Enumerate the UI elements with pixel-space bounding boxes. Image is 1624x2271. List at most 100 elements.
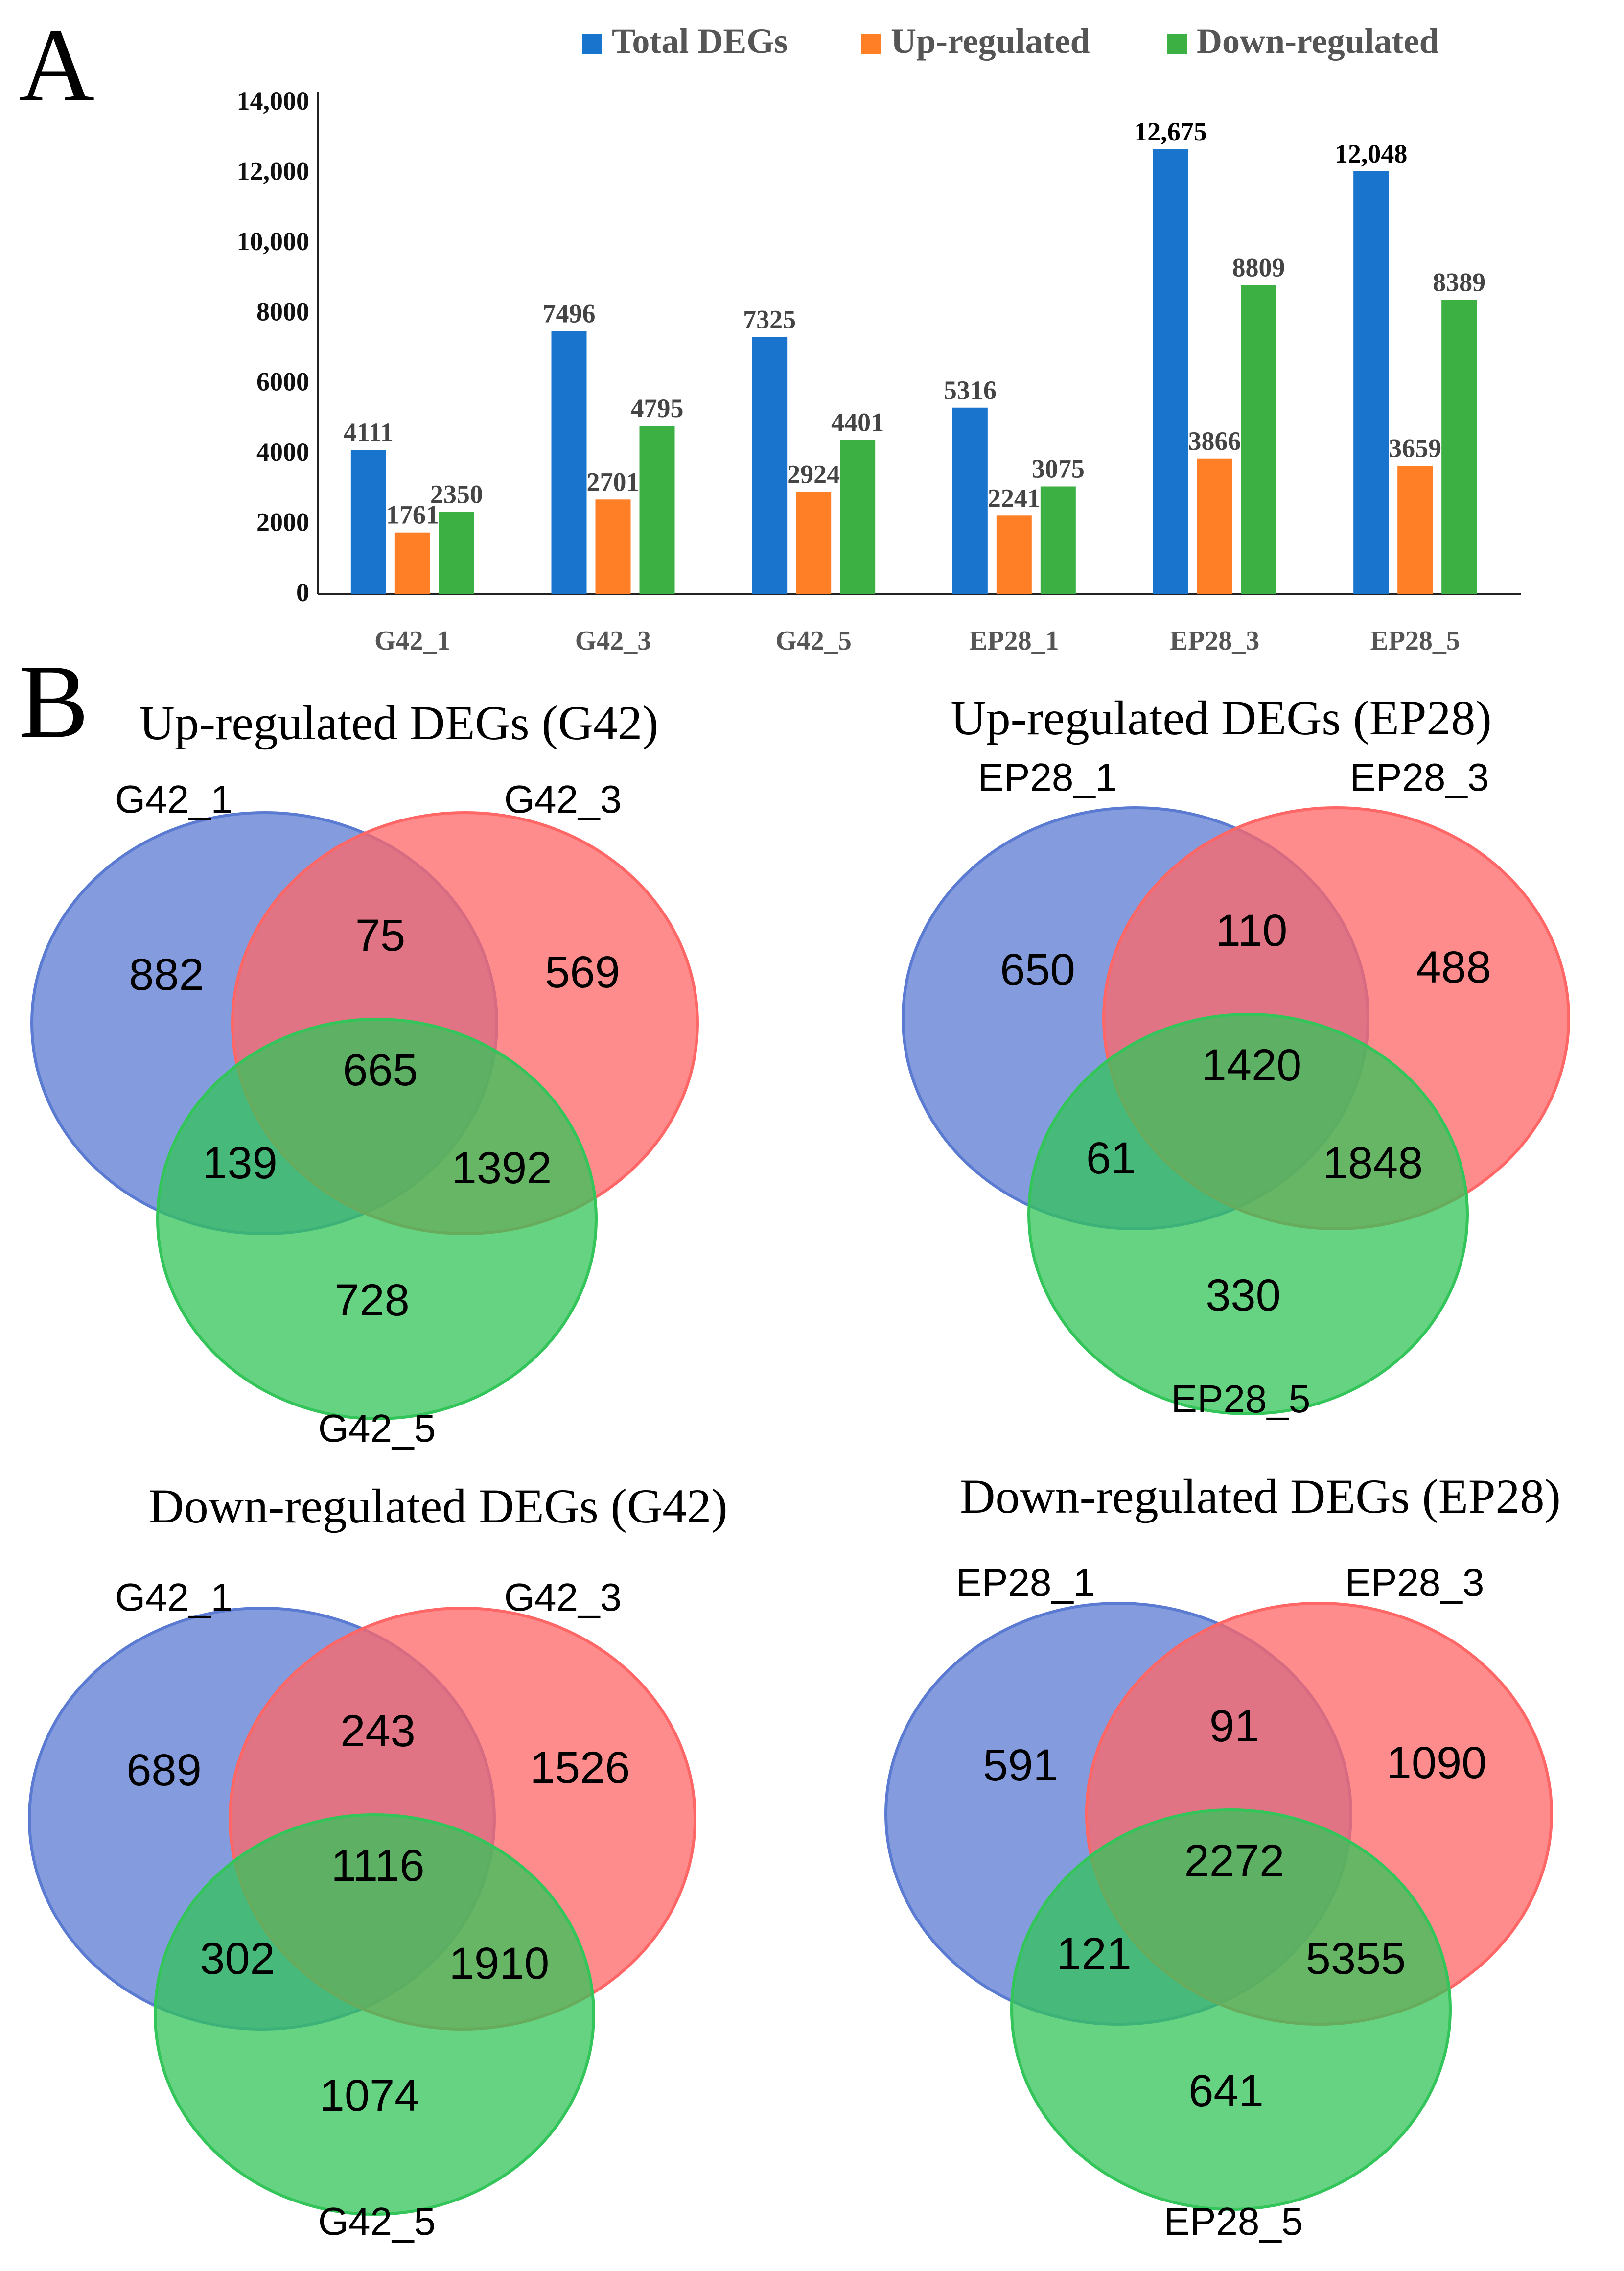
venn-set-label: G42_5 — [318, 1406, 436, 1450]
bar-value-label: 4401 — [831, 407, 884, 437]
bar-value-label: 2701 — [587, 467, 640, 496]
y-tick-label: 8000 — [256, 297, 309, 326]
y-tick-label: 6000 — [256, 367, 309, 397]
y-tick-label: 12,000 — [237, 156, 310, 186]
venn-set-label: G42_3 — [504, 1575, 622, 1619]
venn-region-b-only: 1090 — [1387, 1738, 1487, 1788]
bar-total-degs-ep28_1 — [952, 407, 988, 594]
bar-down-regulated-g42_5 — [840, 440, 876, 594]
bar-value-label: 12,675 — [1134, 117, 1207, 146]
venn-region-ab: 110 — [1216, 906, 1288, 956]
x-tick-label: EP28_5 — [1370, 626, 1460, 656]
venn-region-ac: 61 — [1086, 1133, 1136, 1183]
bar-down-regulated-g42_3 — [639, 426, 675, 594]
bar-down-regulated-ep28_3 — [1241, 285, 1276, 594]
venn-region-bc: 1392 — [452, 1143, 552, 1193]
venn-set-label: EP28_1 — [978, 755, 1117, 799]
bar-chart: 0 2000 4000 6000 8000 10,000 12,000 14,000 4111 1… — [237, 22, 1521, 656]
y-tick-label: 0 — [296, 578, 309, 607]
legend-label: Up-regulated — [891, 22, 1090, 61]
y-tick-label: 4000 — [256, 437, 309, 467]
legend-swatch — [1167, 34, 1187, 54]
x-tick-label: G42_3 — [575, 626, 651, 656]
venn-set-label: EP28_3 — [1350, 755, 1489, 799]
venn-region-bc: 1910 — [449, 1939, 550, 1989]
venn-region-a-only: 882 — [129, 950, 204, 1000]
bar-value-label: 3075 — [1032, 454, 1085, 483]
venn-set-g42-5 — [154, 1813, 595, 2216]
legend-swatch — [582, 34, 602, 54]
venn-title: Up-regulated DEGs (G42) — [139, 696, 659, 750]
venn-region-c-only: 1074 — [320, 2071, 420, 2121]
y-tick-label: 10,000 — [237, 227, 310, 256]
bar-up-regulated-g42_5 — [796, 492, 832, 594]
venn-set-label: EP28_1 — [956, 1561, 1095, 1604]
bar-up-regulated-ep28_1 — [996, 515, 1032, 594]
panel-label-a: A — [19, 6, 94, 123]
bar-value-label: 12,048 — [1335, 139, 1408, 168]
venn-set-label: EP28_5 — [1171, 1377, 1311, 1421]
venn-set-g42-5 — [156, 1018, 598, 1420]
venn-region-abc: 1116 — [331, 1841, 424, 1891]
venn-region-a-only: 689 — [126, 1745, 202, 1795]
venn-set-label: EP28_5 — [1164, 2200, 1303, 2243]
venn-region-c-only: 330 — [1206, 1270, 1281, 1320]
x-tick-label: EP28_3 — [1170, 626, 1260, 656]
venn-down-ep28: Down-regulated DEGs (EP28) 591 1090 641 91 12… — [884, 1469, 1561, 2243]
bar-value-label: 8389 — [1433, 267, 1485, 297]
panel-label-b: B — [19, 643, 89, 760]
venn-region-ac: 139 — [202, 1138, 278, 1188]
bar-total-degs-g42_5 — [752, 337, 788, 594]
venn-region-b-only: 569 — [545, 947, 620, 997]
x-tick-label: G42_5 — [775, 626, 852, 656]
venn-region-bc: 1848 — [1323, 1138, 1423, 1188]
venn-region-ac: 302 — [200, 1934, 275, 1984]
x-tick-label: EP28_1 — [969, 626, 1059, 656]
bar-value-label: 8809 — [1232, 253, 1285, 282]
bar-down-regulated-ep28_1 — [1040, 486, 1076, 594]
venn-region-b-only: 1526 — [530, 1743, 630, 1793]
y-tick-label: 14,000 — [237, 86, 310, 116]
bar-total-degs-g42_3 — [551, 331, 587, 594]
bar-down-regulated-g42_1 — [439, 512, 474, 594]
bar-value-label: 2924 — [787, 459, 840, 489]
legend-swatch — [861, 34, 881, 54]
bar-up-regulated-ep28_3 — [1197, 458, 1232, 594]
venn-region-a-only: 591 — [983, 1740, 1058, 1790]
venn-up-ep28: Up-regulated DEGs (EP28) 650 488 330 110 61 18… — [902, 691, 1570, 1421]
venn-region-ab: 91 — [1209, 1701, 1259, 1751]
venn-title: Down-regulated DEGs (EP28) — [960, 1469, 1561, 1523]
bar-value-label: 7496 — [543, 299, 596, 328]
bar-value-label: 1761 — [386, 500, 439, 530]
bar-value-label: 2241 — [988, 483, 1041, 513]
bar-up-regulated-g42_1 — [394, 532, 430, 594]
venn-region-ac: 121 — [1056, 1929, 1132, 1979]
venn-set-label: EP28_3 — [1345, 1561, 1485, 1604]
bar-down-regulated-ep28_5 — [1441, 300, 1477, 594]
bar-total-degs-ep28_3 — [1153, 149, 1188, 594]
venn-title: Down-regulated DEGs (G42) — [148, 1479, 727, 1533]
bar-up-regulated-ep28_5 — [1397, 466, 1433, 594]
venn-set-ep28-5 — [1010, 1808, 1452, 2211]
bar-total-degs-g42_1 — [350, 450, 386, 594]
bar-value-label: 4795 — [631, 394, 684, 423]
venn-set-label: G42_5 — [318, 2200, 436, 2243]
venn-region-c-only: 728 — [334, 1275, 410, 1325]
venn-up-g42: Up-regulated DEGs (G42) 882 569 728 75 139 139… — [30, 696, 699, 1450]
venn-region-ab: 243 — [340, 1706, 416, 1756]
venn-region-abc: 665 — [343, 1045, 418, 1095]
bar-total-degs-ep28_5 — [1353, 171, 1389, 594]
venn-set-label: G42_1 — [115, 777, 232, 821]
venn-region-bc: 5355 — [1306, 1934, 1406, 1984]
venn-title: Up-regulated DEGs (EP28) — [951, 691, 1491, 745]
bar-up-regulated-g42_3 — [595, 499, 631, 594]
venn-region-c-only: 641 — [1188, 2066, 1264, 2116]
legend-label: Down-regulated — [1197, 22, 1439, 61]
bar-value-label: 4111 — [344, 418, 394, 447]
bar-value-label: 5316 — [944, 375, 997, 405]
bar-value-label: 3866 — [1188, 426, 1241, 456]
bar-value-label: 2350 — [430, 479, 483, 509]
venn-region-ab: 75 — [355, 911, 405, 960]
venn-set-label: G42_1 — [115, 1575, 232, 1619]
